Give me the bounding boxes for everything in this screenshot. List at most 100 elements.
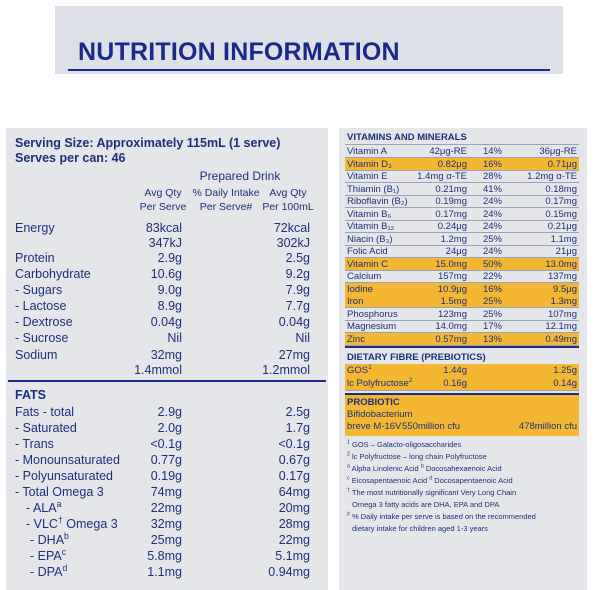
vitamin-pct: 50% xyxy=(482,258,502,270)
nutrient-label: Protein xyxy=(15,251,55,265)
vitamin-row-line xyxy=(345,182,579,183)
nutrient-label: Energy xyxy=(15,221,55,235)
footnote-sup: 1 xyxy=(347,439,350,446)
vitamin-pct: 22% xyxy=(482,271,502,282)
vitamin-per-100: 0.49mg xyxy=(545,333,577,345)
vitamin-label: Vitamin B₆ xyxy=(347,208,392,220)
footnote-line: † The most nutritionally significant Ver… xyxy=(347,487,517,497)
vitamin-per-100: 1.3mg xyxy=(550,296,577,307)
vitamin-per-100: 0.15mg xyxy=(545,208,577,220)
col-avg-qty-serve-h1: Avg Qty xyxy=(144,187,182,199)
nutrient-per-100: 72kcal xyxy=(273,221,310,235)
fibre-divider xyxy=(345,346,579,348)
title-banner xyxy=(55,6,563,74)
fibre-per-100: 0.14g xyxy=(553,378,577,389)
nutrient-per-serve: Nil xyxy=(167,331,182,345)
fibre-highlight xyxy=(345,364,579,377)
probiotic-divider xyxy=(345,393,579,395)
footnote-sup: 2 xyxy=(347,451,350,458)
fat-per-100: 5.1mg xyxy=(275,549,310,563)
vitamin-label: Vitamin D₃ xyxy=(347,158,392,170)
footnote-line: a Alpha Linolenic Acid b Docosahexaenoic… xyxy=(347,463,502,473)
nutrient-per-100: 9.2g xyxy=(285,267,310,281)
nutrient-per-serve: 9.0g xyxy=(157,283,182,297)
footnote-line: 2 lc Polyfructose – long chain Polyfruct… xyxy=(347,451,487,461)
fat-per-serve: 74mg xyxy=(150,485,182,499)
fat-per-serve: 22mg xyxy=(150,501,182,515)
vitamin-per-100: 107mg xyxy=(547,308,577,320)
fat-label: - EPAc xyxy=(30,546,67,563)
vitamin-per-serve: 0.57mg xyxy=(435,333,467,345)
prepared-drink-header: Prepared Drink xyxy=(199,169,281,183)
fibre-label: lc Polyfructose2 xyxy=(347,376,413,389)
fat-label-sup: c xyxy=(61,546,67,557)
nutrition-panel xyxy=(6,128,328,590)
vitamin-row-line xyxy=(345,169,579,171)
nutrient-label: - Sugars xyxy=(15,283,63,297)
fibre-per-serve: 0.16g xyxy=(443,378,467,389)
probiotic-heading: PROBIOTIC xyxy=(347,397,400,408)
fat-label: Fats - total xyxy=(15,405,75,419)
footnote-line: 1 GOS – Galacto-oligosaccharides xyxy=(347,439,462,449)
probiotic-line1: Bifidobacterium xyxy=(347,409,413,420)
fat-label-sup: a xyxy=(56,498,62,509)
vitamin-label: Riboflavin (B₂) xyxy=(347,196,408,207)
nutrient-per-100: 27mg xyxy=(278,348,310,362)
vitamin-pct: 24% xyxy=(482,196,502,207)
vitamin-pct: 24% xyxy=(482,208,502,220)
vitamin-per-100: 0.17mg xyxy=(545,196,577,207)
fat-per-100: 20mg xyxy=(278,501,310,515)
fibre-highlight xyxy=(345,377,579,390)
nutrient-label: - Dextrose xyxy=(15,315,73,329)
vitamin-per-100: 36μg-RE xyxy=(539,146,577,157)
vitamin-per-serve: 15.0mg xyxy=(435,258,467,270)
nutrient-per-serve: 32mg xyxy=(150,348,182,362)
nutrient-per-serve: 2.9g xyxy=(157,251,182,265)
nutrient-per-100: 2.5g xyxy=(285,251,310,265)
vitamin-row-line xyxy=(345,194,579,196)
vitamin-per-serve: 1.2mg xyxy=(440,233,467,245)
fat-per-100: 0.67g xyxy=(278,453,310,467)
vitamin-per-serve: 157mg xyxy=(437,271,467,282)
vitamin-pct: 25% xyxy=(482,308,502,320)
nutrient-per-serve: 10.6g xyxy=(150,267,182,281)
nutrient-per-100: 302kJ xyxy=(276,236,310,250)
fat-label: - Polyunsaturated xyxy=(15,469,113,483)
page-title: NUTRITION INFORMATION xyxy=(78,38,400,66)
nutrient-per-serve: 0.04g xyxy=(150,315,182,329)
vitamins-top-line xyxy=(345,144,579,145)
vitamin-highlight xyxy=(345,282,579,295)
vitamin-pct: 24% xyxy=(482,246,502,257)
vitamin-row-line xyxy=(345,244,579,246)
col-avg-qty-100-h2: Per 100mL xyxy=(262,201,314,213)
vitamin-label: Vitamin E xyxy=(347,171,388,182)
vitamin-per-100: 137mg xyxy=(547,271,577,282)
col-avg-qty-100-h1: Avg Qty xyxy=(269,187,307,199)
nutrient-label: Sodium xyxy=(15,348,58,362)
fat-per-100: 64mg xyxy=(278,485,310,499)
vitamin-pct: 41% xyxy=(482,183,502,195)
footnote-line: # % Daily intake per serve is based on t… xyxy=(347,511,536,521)
vitamin-row-line xyxy=(345,269,579,271)
vitamin-per-100: 21μg xyxy=(555,246,577,257)
vitamin-pct: 17% xyxy=(482,321,502,332)
nutrient-per-serve: 83kcal xyxy=(145,221,182,235)
fat-per-100: 2.5g xyxy=(285,405,310,419)
serving-size: Serving Size: Approximately 115mL (1 ser… xyxy=(15,136,281,150)
footnote-sup: b xyxy=(420,463,424,470)
footnote-sup: # xyxy=(347,511,350,518)
fat-label: - Monounsaturated xyxy=(15,453,120,467)
vitamin-highlight xyxy=(345,257,579,270)
fat-per-serve: 25mg xyxy=(150,533,182,547)
fat-per-serve: 2.9g xyxy=(157,405,182,419)
probiotic-highlight xyxy=(345,395,579,436)
vitamin-label: Folic Acid xyxy=(347,246,388,257)
nutrient-per-100: 0.04g xyxy=(278,315,310,329)
vitamins-heading: VITAMINS AND MINERALS xyxy=(347,132,467,143)
vitamin-label: Thiamin (B₁) xyxy=(347,183,400,195)
fibre-label-sup: 1 xyxy=(368,363,372,371)
nutrient-label: Carbohydrate xyxy=(15,267,91,281)
vitamin-per-serve: 0.17mg xyxy=(435,208,467,220)
nutrient-per-serve: 8.9g xyxy=(157,299,182,313)
col-avg-qty-serve-h2: Per Serve xyxy=(139,201,187,213)
